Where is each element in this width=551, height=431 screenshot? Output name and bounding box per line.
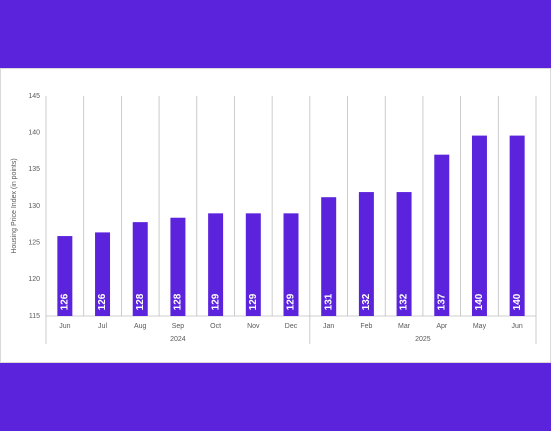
bar: [396, 192, 412, 316]
x-tick-label: Feb: [360, 323, 372, 330]
y-tick-label: 120: [28, 276, 40, 283]
x-tick-label: Nov: [247, 323, 260, 330]
y-tick-label: 125: [28, 240, 40, 247]
value-label: 132: [399, 293, 410, 310]
x-tick-label: Jun: [512, 323, 523, 330]
y-tick-label: 145: [28, 93, 40, 100]
bar: [471, 135, 487, 316]
bar: [245, 213, 261, 316]
bar: [57, 236, 73, 316]
y-axis-title: Housing Price Index (in points): [11, 158, 18, 253]
x-tick-label: Dec: [285, 323, 298, 330]
x-tick-label: Apr: [436, 323, 448, 330]
bar: [132, 222, 148, 316]
value-label: 129: [286, 293, 297, 310]
group-label: 2025: [415, 336, 431, 343]
x-tick-label: Sep: [172, 323, 185, 330]
value-label: 140: [512, 293, 523, 310]
group-label: 2024: [170, 336, 186, 343]
bar: [321, 197, 337, 316]
y-tick-label: 130: [28, 203, 40, 210]
bar: [434, 154, 450, 316]
value-label: 140: [474, 293, 485, 310]
y-tick-label: 140: [28, 130, 40, 137]
value-label: 129: [248, 293, 259, 310]
x-tick-label: Oct: [210, 323, 221, 330]
x-tick-label: Jul: [98, 323, 107, 330]
bar: [208, 213, 224, 316]
value-label: 126: [97, 293, 108, 310]
chart-panel: [0, 68, 551, 363]
x-tick-label: Jan: [323, 323, 334, 330]
bar: [358, 192, 374, 316]
value-label: 131: [323, 293, 334, 310]
value-label: 132: [361, 293, 372, 310]
value-label: 137: [436, 293, 447, 310]
bar: [170, 217, 186, 316]
value-label: 128: [173, 293, 184, 310]
x-tick-label: May: [473, 323, 487, 330]
bar: [95, 232, 111, 316]
y-tick-label: 135: [28, 166, 40, 173]
bar: [283, 213, 299, 316]
x-tick-label: Aug: [134, 323, 147, 330]
x-tick-label: Mar: [398, 323, 411, 330]
value-label: 129: [210, 293, 221, 310]
bar: [509, 135, 525, 316]
value-label: 128: [135, 293, 146, 310]
y-tick-label: 115: [29, 313, 40, 320]
x-tick-label: Jun: [59, 323, 70, 330]
value-label: 126: [59, 293, 70, 310]
